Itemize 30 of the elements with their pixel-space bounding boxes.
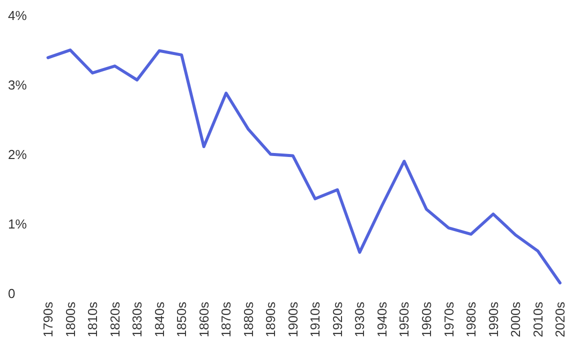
y-tick-label: 0 [8,286,16,302]
x-tick-label: 1990s [486,301,501,338]
x-tick-label: 1950s [396,301,412,338]
x-tick-label: 1880s [240,301,256,338]
x-tick-label: 1940s [374,301,390,338]
x-tick-label: 1870s [218,301,234,338]
line-series [46,48,562,284]
x-tick-label: 1860s [196,301,212,338]
x-tick-label: 1900s [285,301,300,338]
x-tick-label: 1850s [174,301,190,338]
x-tick-label: 2010s [530,301,546,338]
x-tick-label: 1970s [441,301,456,338]
x-tick-label: 1910s [308,301,323,338]
y-tick-label: 2% [8,147,28,162]
y-tick-label: 1% [8,216,28,232]
x-tick-label: 1840s [152,301,167,338]
x-tick-label: 1920s [330,301,345,338]
x-tick-label: 2020s [552,301,568,338]
x-tick-label: 1960s [418,301,434,338]
x-tick-label: 2000s [508,301,524,338]
x-tick-label: 1930s [352,301,368,338]
y-tick-label: 3% [8,78,28,93]
x-tick-label: 1820s [107,301,122,338]
x-tick-label: 1790s [40,301,56,338]
y-tick-label: 4% [8,8,28,24]
x-tick-label: 1890s [263,301,278,338]
x-tick-label: 1810s [85,301,100,338]
x-tick-label: 1800s [62,301,78,338]
x-tick-label: 1830s [130,301,145,338]
x-tick-label: 1980s [464,301,479,338]
